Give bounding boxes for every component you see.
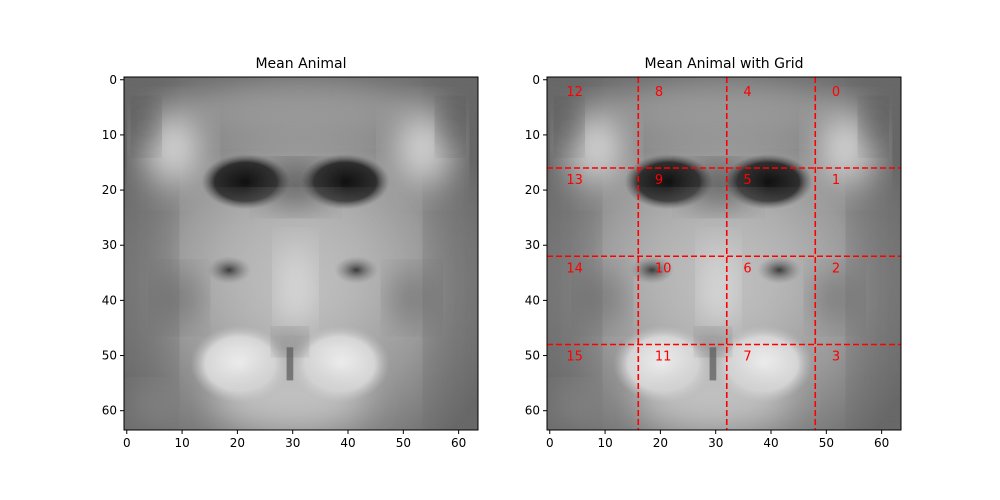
y-tick-label: 40 xyxy=(525,293,540,307)
grid-cell-label: 1 xyxy=(832,173,840,188)
y-tick-label: 30 xyxy=(525,238,540,252)
axis-ticks: 0 10 20 30 40 50 60 0 10 20 30 40 50 60 xyxy=(102,73,467,450)
y-tick-label: 50 xyxy=(525,349,540,363)
panel-title: Mean Animal with Grid xyxy=(644,56,803,72)
x-tick-label: 60 xyxy=(451,436,466,450)
y-tick-label: 30 xyxy=(102,238,117,252)
y-tick-label: 40 xyxy=(102,293,117,307)
grid-cell-label: 5 xyxy=(743,173,751,188)
y-tick-label: 20 xyxy=(525,183,540,197)
grid-cell-label: 12 xyxy=(566,85,583,100)
y-tick-label: 0 xyxy=(532,73,540,87)
grid-cell-label: 8 xyxy=(655,85,663,100)
grid-cell-label: 6 xyxy=(743,261,751,276)
grid-cell-label: 14 xyxy=(566,261,583,276)
x-tick-label: 30 xyxy=(285,436,300,450)
x-tick-label: 10 xyxy=(597,436,612,450)
grid-cell-label: 9 xyxy=(655,173,663,188)
x-tick-label: 10 xyxy=(174,436,189,450)
y-tick-label: 0 xyxy=(109,73,117,87)
x-tick-label: 0 xyxy=(123,436,131,450)
panel-title: Mean Animal xyxy=(255,56,346,72)
x-tick-label: 50 xyxy=(396,436,411,450)
y-tick-label: 60 xyxy=(525,404,540,418)
x-tick-label: 20 xyxy=(653,436,668,450)
image-area xyxy=(113,77,489,430)
x-tick-label: 30 xyxy=(708,436,723,450)
x-tick-label: 40 xyxy=(763,436,778,450)
grid-overlay: 12 8 4 0 13 9 5 1 14 10 6 2 15 11 7 3 xyxy=(547,77,901,430)
panel-mean-animal: Mean Animal 0 10 20 30 40 50 60 0 10 20 30 40 50 60 xyxy=(102,56,489,450)
grid-cell-label: 10 xyxy=(655,261,672,276)
x-tick-label: 20 xyxy=(230,436,245,450)
y-tick-label: 10 xyxy=(102,128,117,142)
grid-cell-label: 4 xyxy=(743,85,751,100)
x-tick-label: 0 xyxy=(546,436,554,450)
x-tick-label: 50 xyxy=(819,436,834,450)
grid-cell-label: 11 xyxy=(655,350,672,365)
y-tick-label: 20 xyxy=(102,183,117,197)
grid-cell-label: 15 xyxy=(566,350,583,365)
y-tick-label: 10 xyxy=(525,128,540,142)
panel-mean-animal-with-grid: Mean Animal with Grid 12 8 4 013 9 5 114 10 6 215… xyxy=(525,56,912,450)
x-tick-label: 40 xyxy=(340,436,355,450)
y-tick-label: 50 xyxy=(102,349,117,363)
grid-cell-label: 0 xyxy=(832,85,840,100)
grid-cell-label: 2 xyxy=(832,261,840,276)
y-tick-label: 60 xyxy=(102,404,117,418)
grid-cell-label: 7 xyxy=(743,350,751,365)
axes-frame xyxy=(123,76,479,431)
axes-frame xyxy=(546,76,902,431)
grid-cell-label: 13 xyxy=(566,173,583,188)
image-area xyxy=(536,77,912,430)
grid-cell-label: 3 xyxy=(832,350,840,365)
x-tick-label: 60 xyxy=(874,436,889,450)
